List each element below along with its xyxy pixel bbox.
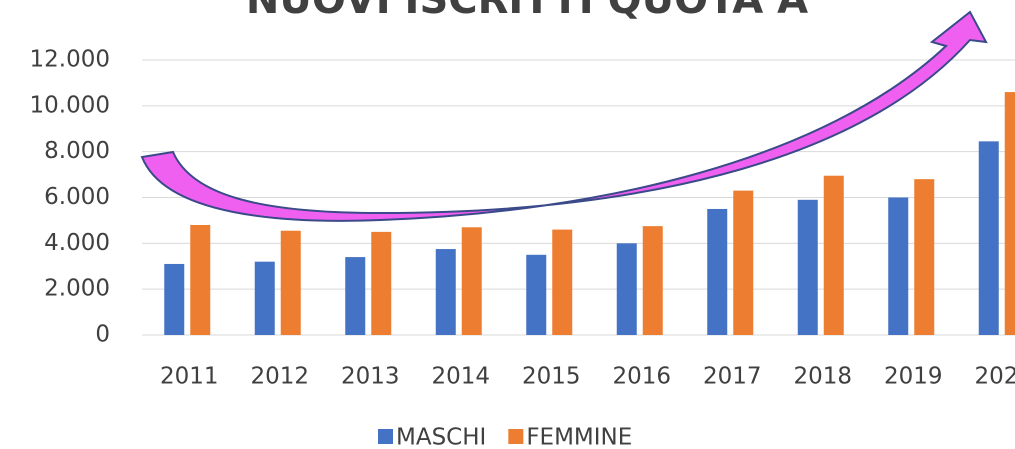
legend-label: FEMMINE bbox=[526, 425, 632, 449]
bar bbox=[254, 261, 275, 335]
x-tick-label: 2011 bbox=[160, 364, 219, 390]
legend-swatch bbox=[378, 429, 393, 444]
bar bbox=[435, 249, 456, 335]
x-tick-label: 2012 bbox=[250, 364, 309, 390]
y-tick-label: 10.000 bbox=[30, 92, 110, 118]
y-tick-label: 4.000 bbox=[44, 230, 110, 256]
bar bbox=[164, 263, 185, 335]
bar bbox=[888, 197, 909, 335]
bar bbox=[914, 179, 935, 335]
bar bbox=[707, 208, 728, 335]
chart-title: NUOVI ISCRITTI QUOTA A bbox=[246, 0, 808, 23]
y-tick-label: 2.000 bbox=[44, 276, 110, 302]
legend-label: MASCHI bbox=[396, 425, 486, 449]
bar bbox=[552, 229, 573, 335]
bar bbox=[616, 243, 637, 335]
x-tick-label: 2019 bbox=[884, 364, 943, 390]
bar bbox=[280, 230, 301, 335]
bar bbox=[190, 225, 211, 335]
bar bbox=[461, 227, 482, 335]
plot-area: 0 2.000 4.000 6.000 8.000 10.000 12.000 2011 201… bbox=[30, 47, 1015, 390]
x-tick-label: 2015 bbox=[522, 364, 581, 390]
bar bbox=[371, 231, 392, 335]
y-tick-label: 8.000 bbox=[44, 138, 110, 164]
x-tick-label: 2020 bbox=[974, 364, 1015, 390]
y-tick-label: 6.000 bbox=[44, 184, 110, 210]
bar bbox=[797, 199, 818, 335]
trend-arrow bbox=[140, 10, 988, 222]
bar bbox=[642, 226, 663, 335]
bar bbox=[733, 190, 754, 335]
x-tick-label: 2013 bbox=[341, 364, 400, 390]
bar bbox=[526, 254, 547, 335]
y-tick-label: 0 bbox=[95, 322, 110, 348]
y-tick-label: 12.000 bbox=[30, 47, 110, 73]
x-tick-label: 2018 bbox=[793, 364, 852, 390]
x-tick-label: 2017 bbox=[703, 364, 762, 390]
legend-swatch bbox=[508, 429, 524, 444]
x-tick-label: 2014 bbox=[431, 364, 490, 390]
x-tick-label: 2016 bbox=[612, 364, 671, 390]
bar bbox=[823, 175, 844, 335]
bar bbox=[1004, 92, 1015, 335]
bar bbox=[978, 141, 999, 335]
bar bbox=[345, 257, 366, 335]
